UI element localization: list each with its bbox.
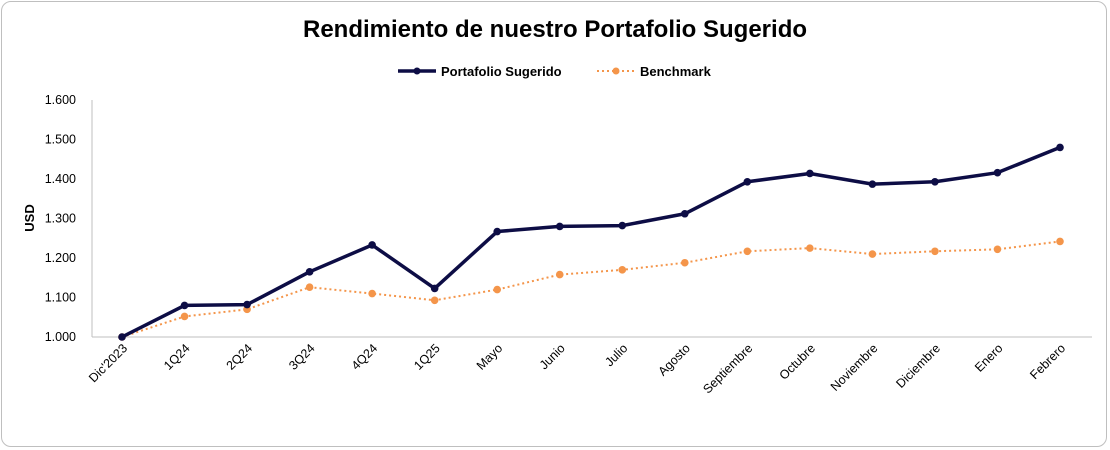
series-layer xyxy=(118,143,1064,341)
x-tick-label: Septiembre xyxy=(700,341,755,396)
data-point-benchmark xyxy=(931,247,939,256)
data-point-portafolio xyxy=(681,209,689,218)
data-point-benchmark xyxy=(305,283,314,292)
data-point-portafolio xyxy=(118,333,126,341)
data-point-benchmark xyxy=(430,296,439,305)
x-tick-label: Julio xyxy=(602,341,630,369)
x-tick-label: Diciembre xyxy=(893,341,943,391)
y-axis: 1.000 1.100 1.200 1.300 1.400 1.500 1.600 xyxy=(45,93,93,344)
data-point-benchmark xyxy=(681,258,689,267)
legend-marker-benchmark xyxy=(612,67,620,75)
data-point-portafolio xyxy=(493,227,502,236)
x-tick-label: Junio xyxy=(537,341,568,372)
x-tick-label: 2Q24 xyxy=(224,341,256,373)
data-point-portafolio xyxy=(243,300,251,309)
data-point-portafolio xyxy=(180,301,189,310)
y-tick-label: 1.600 xyxy=(45,93,76,107)
data-point-benchmark xyxy=(368,289,376,298)
y-tick-label: 1.300 xyxy=(45,212,76,226)
y-tick-label: 1.200 xyxy=(45,251,76,265)
data-point-portafolio xyxy=(806,169,814,178)
data-point-portafolio xyxy=(868,180,877,188)
chart-title: Rendimiento de nuestro Portafolio Sugeri… xyxy=(303,16,807,43)
x-tick-label: 4Q24 xyxy=(349,341,381,373)
y-axis-label: USD xyxy=(22,204,37,231)
x-tick-label: 1Q25 xyxy=(411,341,443,373)
data-point-benchmark xyxy=(868,250,877,258)
data-point-benchmark xyxy=(993,245,1002,254)
legend-label-benchmark: Benchmark xyxy=(640,64,712,79)
x-tick-label: Dic'2023 xyxy=(86,341,130,385)
data-point-portafolio xyxy=(743,177,752,186)
x-tick-label: Agosto xyxy=(655,341,692,378)
legend-label-portafolio: Portafolio Sugerido xyxy=(441,64,562,79)
legend-marker-portafolio xyxy=(413,67,421,75)
x-tick-label: Noviembre xyxy=(828,341,881,394)
data-point-portafolio xyxy=(1056,143,1064,152)
y-tick-label: 1.100 xyxy=(45,291,76,305)
data-point-portafolio xyxy=(931,177,939,186)
data-point-portafolio xyxy=(555,222,564,231)
x-tick-label: Febrero xyxy=(1027,341,1068,382)
data-point-benchmark xyxy=(493,285,502,294)
series-line-portafolio xyxy=(121,145,1061,339)
x-tick-label: 3Q24 xyxy=(286,341,318,373)
y-tick-label: 1.400 xyxy=(45,172,76,186)
data-point-benchmark xyxy=(743,247,752,256)
series-line-benchmark xyxy=(121,240,1061,338)
data-point-benchmark xyxy=(180,312,189,321)
data-point-benchmark xyxy=(1056,237,1064,246)
data-point-benchmark xyxy=(555,270,564,279)
x-axis: Dic'2023 1Q24 2Q24 3Q24 4Q24 1Q25 Mayo Junio Jul… xyxy=(86,336,1092,396)
x-tick-label: Enero xyxy=(972,341,1006,375)
x-tick-label: Octubre xyxy=(777,341,818,382)
legend-item-benchmark: Benchmark xyxy=(597,64,712,79)
y-tick-label: 1.000 xyxy=(45,330,76,344)
data-point-portafolio xyxy=(993,168,1002,177)
x-tick-label: 1Q24 xyxy=(161,341,193,373)
x-tick-label: Mayo xyxy=(474,341,506,373)
data-point-portafolio xyxy=(618,221,627,230)
y-tick-label: 1.500 xyxy=(45,133,76,147)
legend-item-portafolio: Portafolio Sugerido xyxy=(398,64,562,79)
data-point-portafolio xyxy=(305,268,314,276)
data-point-portafolio xyxy=(368,241,376,249)
data-point-benchmark xyxy=(618,266,627,274)
legend: Portafolio Sugerido Benchmark xyxy=(398,64,712,79)
data-point-portafolio xyxy=(430,284,439,293)
data-point-benchmark xyxy=(806,244,814,252)
